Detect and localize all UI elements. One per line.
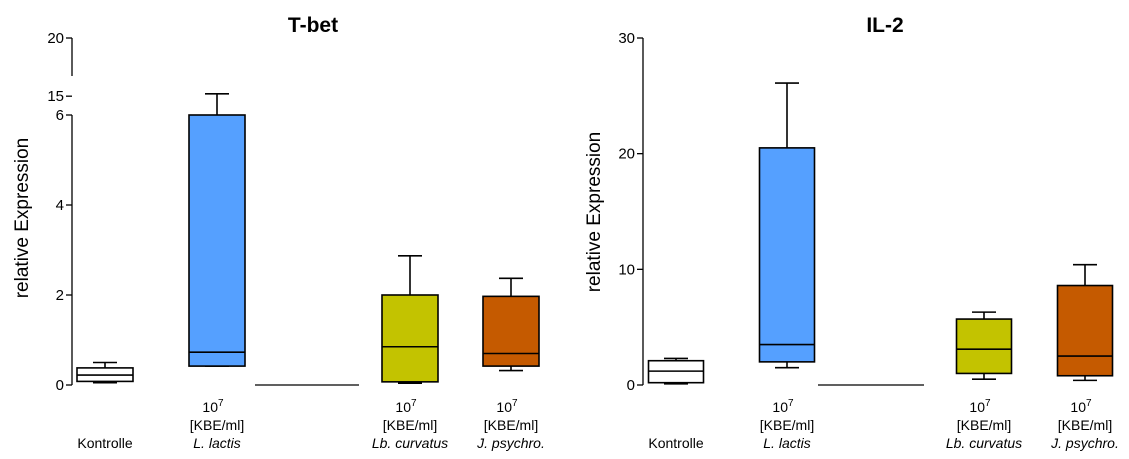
x-label-group: Kontrolle: [77, 435, 132, 451]
x-label-dose: 107: [496, 398, 518, 415]
box-1: [758, 82, 816, 369]
box-iqr: [1056, 284, 1114, 377]
dose-exponent: 7: [985, 398, 991, 409]
box-iqr: [955, 318, 1013, 375]
dose-exponent: 7: [788, 398, 794, 409]
dose-base: 10: [395, 399, 411, 415]
chart-title: IL-2: [866, 14, 903, 37]
chart-title: T-bet: [288, 14, 338, 37]
chart-panel-il2: IL-2 relative Expression 0 10 20 30 Kontrolle 1…: [584, 14, 1119, 451]
y-tick-label: 20: [618, 146, 635, 163]
y-axis-label: relative Expression: [12, 138, 33, 299]
x-label-group: Kontrolle: [648, 435, 703, 451]
x-label-group: Lb. curvatus: [372, 435, 448, 451]
y-tick-label: 30: [618, 30, 635, 47]
x-label-unit: [KBE/ml]: [484, 417, 538, 433]
dose-base: 10: [496, 399, 512, 415]
y-tick-label: 15: [47, 88, 64, 105]
x-label-dose: 107: [202, 398, 224, 415]
chart-panel-tbet: T-bet relative Expression 15 20 0 2 4 6 Kontroll…: [12, 14, 545, 451]
box-4: [482, 277, 540, 372]
y-tick-label: 0: [56, 377, 64, 394]
box-3: [381, 255, 439, 385]
x-label-unit: [KBE/ml]: [383, 417, 437, 433]
dose-exponent: 7: [512, 398, 518, 409]
dose-exponent: 7: [1086, 398, 1092, 409]
x-label-group: L. lactis: [193, 435, 240, 451]
dose-base: 10: [202, 399, 218, 415]
y-tick-label: 4: [56, 197, 64, 214]
box-1: [188, 93, 246, 367]
y-tick-label: 0: [627, 377, 635, 394]
x-label-dose: 107: [969, 398, 991, 415]
dose-base: 10: [772, 399, 788, 415]
dose-base: 10: [969, 399, 985, 415]
dose-exponent: 7: [218, 398, 224, 409]
y-tick-label: 2: [56, 287, 64, 304]
x-label-group: J. psychro.: [1050, 435, 1119, 451]
y-tick-label: 20: [47, 30, 64, 47]
box-0: [76, 361, 134, 384]
x-label-unit: [KBE/ml]: [1058, 417, 1112, 433]
box-0: [647, 357, 705, 385]
dose-base: 10: [1070, 399, 1086, 415]
box-iqr: [188, 114, 246, 367]
x-label-unit: [KBE/ml]: [957, 417, 1011, 433]
x-label-group: Lb. curvatus: [946, 435, 1022, 451]
dose-exponent: 7: [411, 398, 417, 409]
y-tick-label: 10: [618, 261, 635, 278]
x-label-dose: 107: [395, 398, 417, 415]
x-label-group: J. psychro.: [476, 435, 545, 451]
x-label-group: L. lactis: [763, 435, 810, 451]
box-iqr: [482, 295, 540, 367]
box-3: [955, 311, 1013, 381]
x-label-dose: 107: [772, 398, 794, 415]
x-label-dose: 107: [1070, 398, 1092, 415]
x-label-unit: [KBE/ml]: [760, 417, 814, 433]
box-iqr: [758, 147, 816, 363]
box-4: [1056, 263, 1114, 382]
x-label-unit: [KBE/ml]: [190, 417, 244, 433]
y-tick-label: 6: [56, 107, 64, 124]
box-iqr: [381, 294, 439, 383]
y-axis-label: relative Expression: [584, 132, 605, 293]
